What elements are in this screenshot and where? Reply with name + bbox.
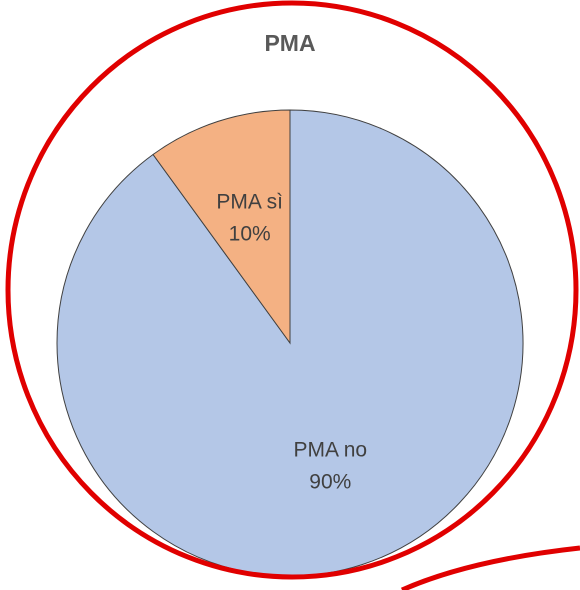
slice-value-label: 10% <box>229 222 271 245</box>
slice-label: PMA no <box>294 439 368 462</box>
chart-title: PMA <box>264 30 315 56</box>
slice-label: PMA sì <box>216 190 283 213</box>
annotation-arc <box>400 545 580 590</box>
slice-value-label: 90% <box>309 471 351 494</box>
pie-slice <box>152 109 291 345</box>
pie <box>56 109 524 577</box>
annotation-circle <box>5 0 579 580</box>
